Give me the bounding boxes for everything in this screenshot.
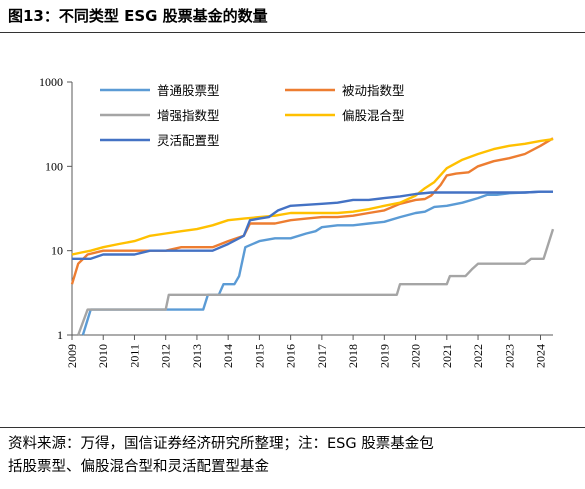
x-tick-label: 2009: [65, 344, 79, 368]
series-line-增强指数型: [77, 228, 555, 336]
bottom-rule: [0, 427, 585, 428]
x-tick-label: 2015: [252, 344, 266, 368]
x-tick-label: 2021: [440, 344, 454, 368]
series-line-偏股混合型: [71, 138, 554, 256]
x-tick-label: 2023: [502, 344, 516, 368]
x-tick-label: 2013: [190, 344, 204, 368]
source-note-line-1: 资料来源：万得，国信证券经济研究所整理；注：ESG 股票基金包: [8, 436, 434, 452]
legend-label: 偏股混合型: [342, 108, 405, 123]
source-note: 资料来源：万得，国信证券经济研究所整理；注：ESG 股票基金包 括股票型、偏股混…: [8, 433, 578, 479]
line-chart: 1 10 100 1000 2009 2010 2011 2012 2013 2014 2015 20…: [39, 75, 555, 368]
top-rule: [0, 32, 585, 33]
x-tick-label: 2019: [377, 344, 391, 368]
x-tick-label: 2016: [284, 344, 298, 368]
legend-label: 普通股票型: [157, 83, 220, 98]
legend-label: 增强指数型: [157, 108, 220, 123]
legend-label: 被动指数型: [342, 83, 405, 98]
series-line-被动指数型: [70, 137, 554, 285]
y-tick-label: 10: [51, 244, 63, 258]
y-tick-label: 1: [57, 328, 63, 342]
source-note-line-2: 括股票型、偏股混合型和灵活配置型基金: [8, 459, 269, 475]
legend-label: 灵活配置型: [157, 133, 220, 148]
x-tick-label: 2011: [127, 344, 141, 368]
x-tick-label: 2020: [409, 344, 423, 368]
x-tick-label: 2014: [221, 344, 235, 368]
series-line-灵活配置型: [72, 190, 553, 260]
x-tick-label: 2022: [471, 344, 485, 368]
x-tick-label: 2018: [346, 344, 360, 368]
x-tick-label: 2017: [315, 344, 329, 368]
y-tick-label: 1000: [39, 75, 63, 89]
y-tick-label: 100: [45, 159, 63, 173]
x-tick-label: 2024: [534, 344, 548, 368]
x-tick-label: 2010: [96, 344, 110, 368]
figure-title: 图13：不同类型 ESG 股票基金的数量: [8, 7, 268, 25]
x-tick-label: 2012: [159, 344, 173, 368]
